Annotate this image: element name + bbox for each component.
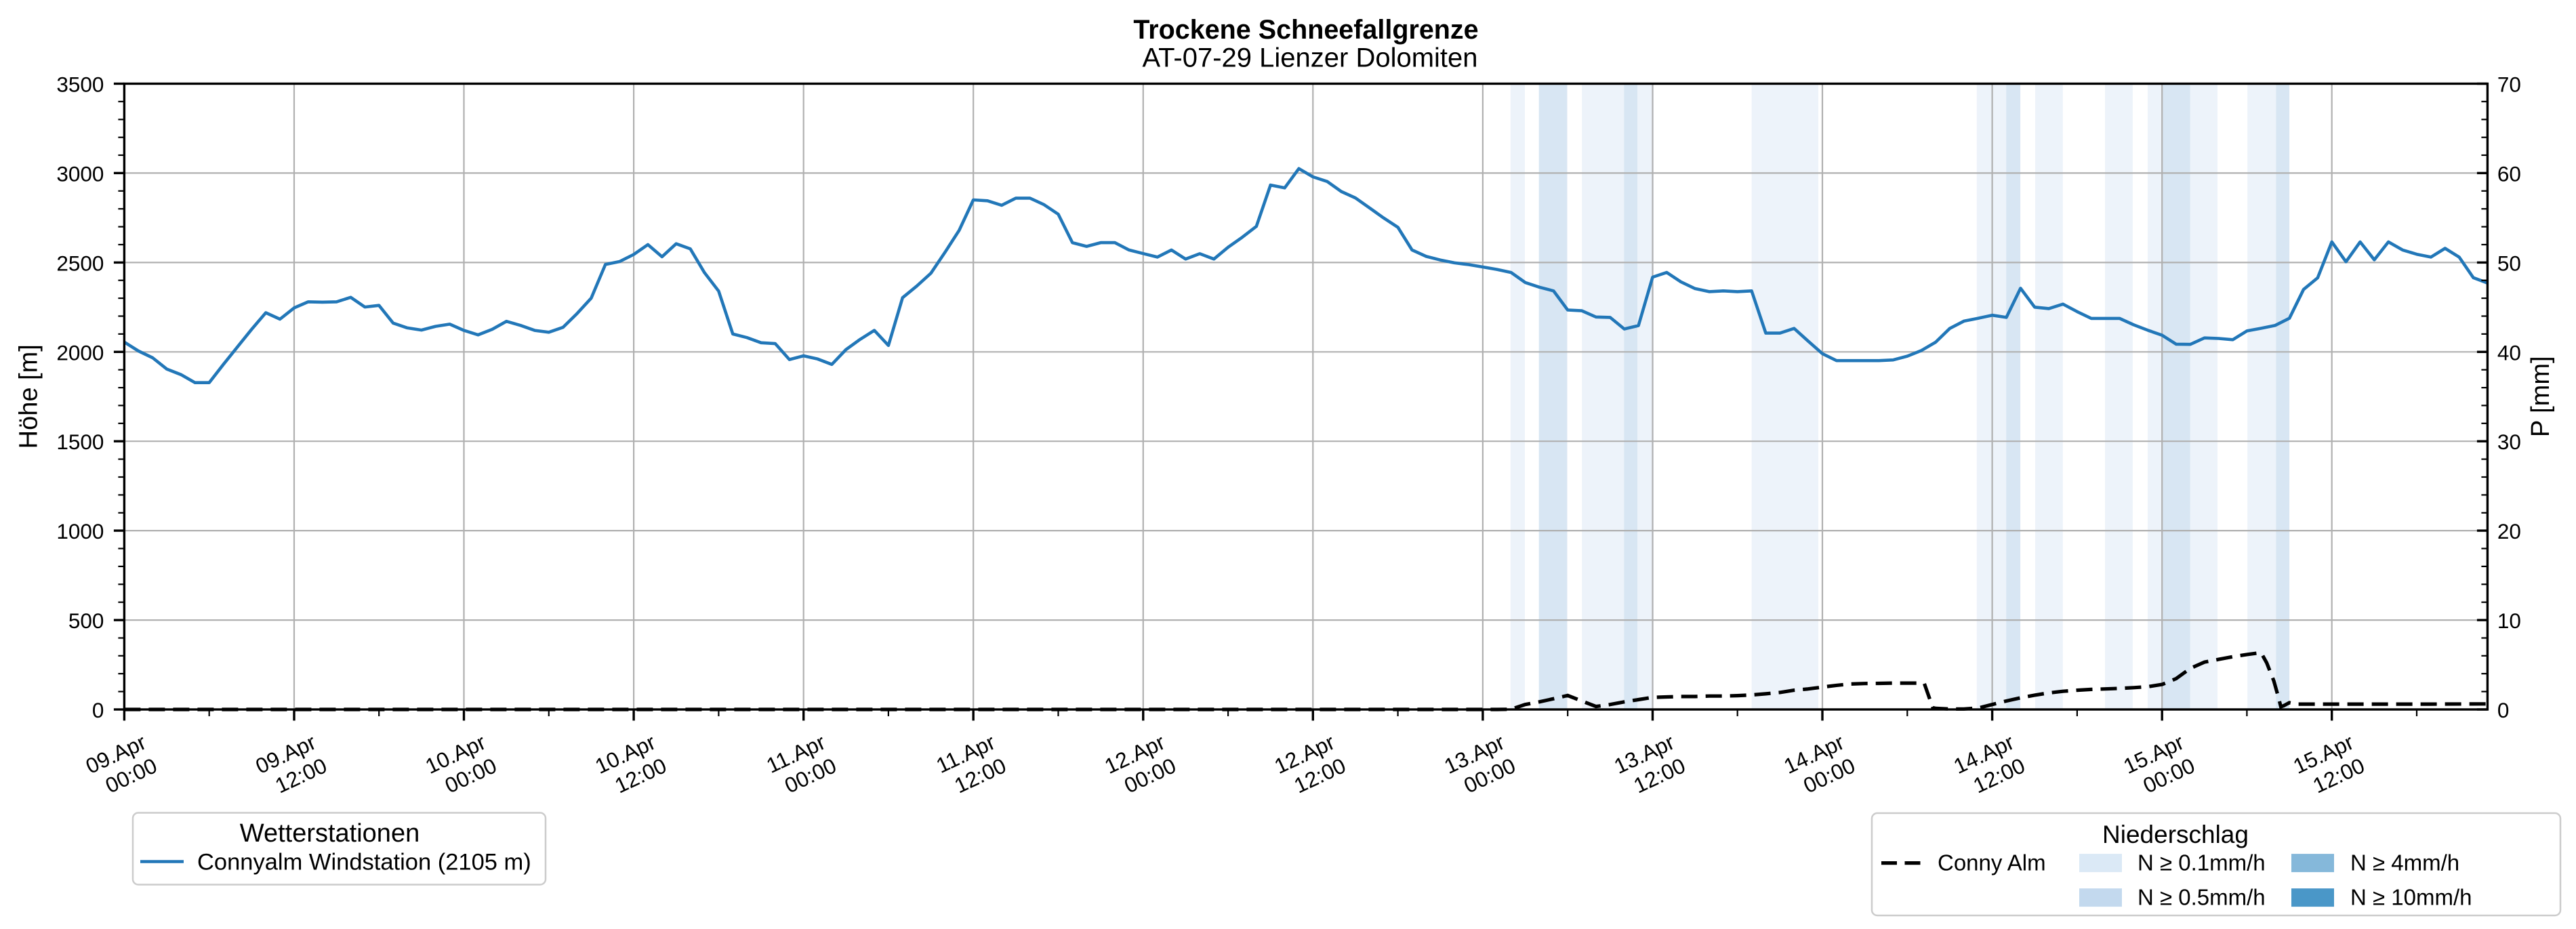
svg-text:0: 0 [92, 698, 104, 722]
svg-text:N ≥ 4mm/h: N ≥ 4mm/h [2350, 850, 2459, 875]
svg-text:50: 50 [2497, 251, 2521, 275]
svg-text:30: 30 [2497, 430, 2521, 454]
svg-text:2500: 2500 [56, 251, 104, 275]
svg-text:60: 60 [2497, 161, 2521, 186]
svg-text:Höhe [m]: Höhe [m] [15, 344, 43, 449]
svg-text:10: 10 [2497, 608, 2521, 633]
svg-text:20: 20 [2497, 519, 2521, 543]
svg-text:Trockene Schneefallgrenze: Trockene Schneefallgrenze [1133, 15, 1478, 45]
svg-text:3500: 3500 [56, 73, 104, 97]
svg-text:70: 70 [2497, 73, 2521, 97]
svg-text:3000: 3000 [56, 161, 104, 186]
svg-text:N ≥ 0.1mm/h: N ≥ 0.1mm/h [2138, 850, 2266, 875]
svg-text:40: 40 [2497, 340, 2521, 365]
svg-text:1000: 1000 [56, 519, 104, 543]
svg-text:500: 500 [68, 608, 104, 633]
svg-text:N ≥ 0.5mm/h: N ≥ 0.5mm/h [2138, 885, 2266, 910]
svg-text:Niederschlag: Niederschlag [2102, 821, 2249, 848]
svg-text:Connyalm Windstation (2105 m): Connyalm Windstation (2105 m) [197, 850, 531, 875]
svg-text:Wetterstationen: Wetterstationen [240, 819, 420, 848]
svg-text:N ≥ 10mm/h: N ≥ 10mm/h [2350, 885, 2472, 910]
svg-text:2000: 2000 [56, 340, 104, 365]
svg-text:1500: 1500 [56, 430, 104, 454]
svg-text:AT-07-29 Lienzer Dolomiten: AT-07-29 Lienzer Dolomiten [1142, 43, 1477, 73]
svg-text:Conny Alm: Conny Alm [1938, 850, 2046, 875]
svg-text:P [mm]: P [mm] [2527, 356, 2555, 437]
svg-text:0: 0 [2497, 698, 2510, 722]
